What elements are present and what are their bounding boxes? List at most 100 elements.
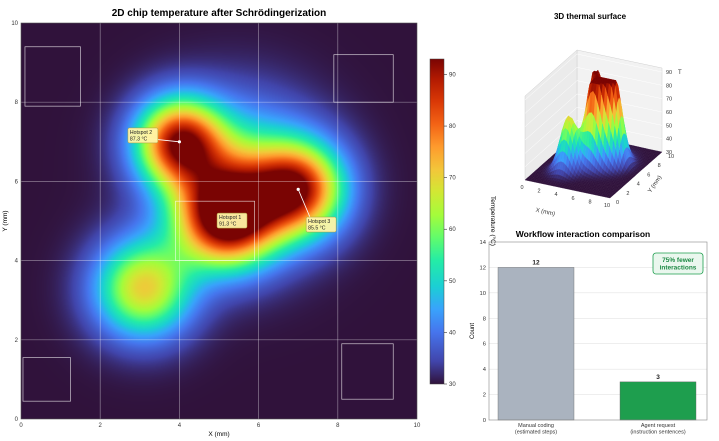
colorbar-tick-label: 30 [449,382,456,388]
heatmap-x-label: X (mm) [208,431,229,438]
bar-x-tick-label: (estimated steps) [515,430,557,436]
hotspot-value: 85.5 °C [308,226,326,232]
y-tick-label: 0 [15,417,19,423]
heatmap-title: 2D chip temperature after Schrödingeriza… [112,8,327,19]
component-outline [333,54,394,103]
bar-x-tick-label: Agent request [641,423,676,429]
heatmap-y-ticks: 0 2 4 6 8 10 [11,21,18,423]
bar [619,381,697,421]
bar-y-tick-label: 0 [483,418,486,424]
heatmap-frame [20,22,418,420]
y-tick-label: 8 [15,100,19,106]
colorbar-tick-label: 60 [449,227,456,233]
annotation-line: 75% fewer [662,257,694,264]
surface-title: 3D thermal surface [554,12,627,21]
surface-x-tick: 10 [604,203,610,209]
wall-grid [576,53,663,73]
colorbar-tick-label: 70 [449,176,456,182]
hotspot-marker [177,140,181,144]
surface-y-tick: 0 [616,200,619,206]
bar-frame [488,241,708,421]
surface-y-tick: 4 [637,182,640,188]
hotspot-marker [296,187,300,191]
hotspot-name: Hotspot 2 [130,130,152,136]
hotspot-value: 87.3 °C [130,136,148,142]
annotation-text: 75% fewer interactions [660,257,697,272]
colorbar-tick-label: 40 [449,330,456,336]
surface-z-label: T [678,70,682,76]
surface-y-tick: 10 [668,154,674,160]
hotspot-label-box [305,216,337,233]
y-tick-label: 4 [15,259,19,265]
surface-y-tick: 8 [658,163,661,169]
component-outline [175,200,255,261]
x-tick-label: 10 [414,423,421,429]
hotspot-name: Hotspot 3 [308,219,330,225]
surface-z-tick: 90 [666,70,672,76]
surface-facet [607,196,612,199]
bar-y-tick-label: 10 [480,291,486,297]
x-tick-label: 8 [336,423,340,429]
bar-x-tick-label: (instruction sentences) [630,430,685,436]
surface-z-tick: 80 [666,83,672,89]
surface-x-tick: 8 [588,199,591,205]
surface-z-tick: 50 [666,123,672,129]
bar-value-label: 3 [656,374,660,381]
surface-x-label: X (mm) [535,208,555,218]
y-tick-label: 10 [11,21,18,27]
hotspot-label-box [216,212,248,229]
y-tick-label: 6 [15,179,19,185]
bar-value-label: 12 [532,259,540,266]
surface-x-tick: 4 [554,192,557,198]
wall-grid [524,93,578,141]
x-tick-label: 4 [178,423,182,429]
x-tick-label: 6 [257,423,261,429]
surface-y-tick: 6 [647,172,650,178]
bar-chart-title: Workflow interaction comparison [516,229,650,239]
hotspot-annotations: Hotspot 191.3 °C Hotspot 287.3 °C Hotspot … [127,127,337,233]
colorbar-label: Temperature (°C) [489,196,497,246]
surface-z-tick: 70 [666,97,672,103]
surface-x-tick: 2 [537,189,540,195]
colorbar-tick-label: 90 [449,72,456,78]
surface-z-tick: 30 [666,150,672,156]
annotation-line: interactions [660,265,697,272]
bar-y-ticks: 0 2 4 6 8 10 12 14 [480,240,487,424]
component-outline [24,46,81,107]
heatmap-x-ticks: 0 2 4 6 8 10 [19,423,421,429]
wall-grid [524,80,578,127]
bar-y-tick-label: 6 [483,342,486,348]
heatmap-grid [21,23,417,419]
bars: 12 3 [497,259,697,421]
surface-z-tick: 60 [666,110,672,116]
colorbar-tick-label: 50 [449,279,456,285]
wall-grid [524,53,578,101]
component-outline [22,357,71,402]
annotation-box: 75% fewer interactions [652,252,704,275]
wall-grid [524,67,578,114]
bar-y-tick-label: 8 [483,316,486,322]
bar-y-tick-label: 4 [483,367,487,373]
bar-x-ticks: Manual coding(estimated steps) Agent requ… [515,423,686,436]
surface-y-tick: 2 [626,191,629,197]
colorbar [429,58,445,385]
surface-x-tick: 0 [520,185,523,191]
surface-z-tick: 40 [666,137,672,143]
hotspot-name: Hotspot 1 [219,215,241,221]
colorbar-tick-label: 80 [449,124,456,130]
component-outlines [22,46,394,402]
bar-y-tick-label: 2 [483,393,486,399]
y-tick-label: 2 [15,338,19,344]
surface-x-tick: 6 [571,196,574,202]
x-tick-label: 2 [99,423,103,429]
hotspot-value: 91.3 °C [219,222,237,228]
bar [497,267,575,421]
heatmap-y-label: Y (mm) [2,210,9,231]
bar-y-tick-label: 14 [480,240,487,246]
x-tick-label: 0 [19,423,23,429]
wall-grid [524,107,578,154]
hotspot-label-box [127,127,159,144]
bar-y-tick-label: 12 [480,265,486,271]
